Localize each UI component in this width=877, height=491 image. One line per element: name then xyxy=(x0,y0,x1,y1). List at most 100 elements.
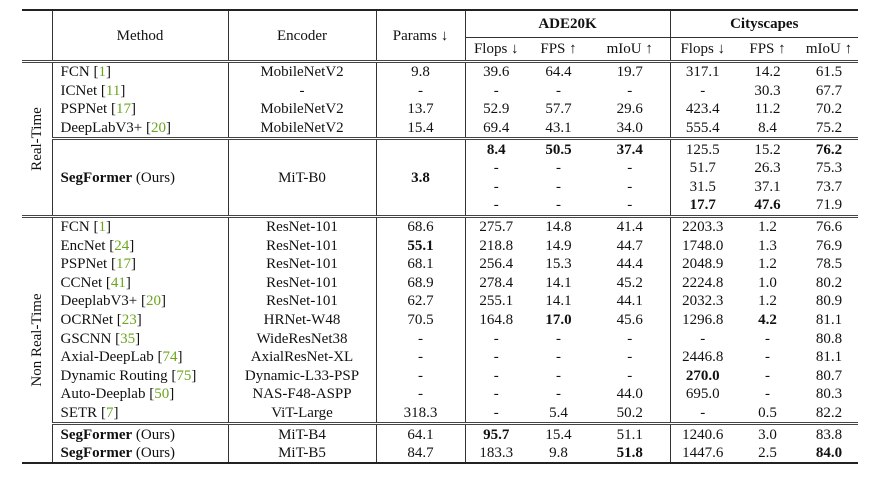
cell-value: 278.4 xyxy=(464,273,527,293)
table-row: ICNet [11] - - - - - -30.3 67.7 xyxy=(22,81,858,101)
cell-value: 80.8 xyxy=(815,330,843,347)
cell-value: 15.2 xyxy=(754,141,781,158)
group-label: Real-Time xyxy=(22,62,52,217)
method-name: DeeplabV3+ [20] xyxy=(51,292,228,311)
citation-link[interactable]: 11 xyxy=(105,82,121,99)
cell-value: 83.8 xyxy=(815,426,843,443)
header-city-miou: mIoU ↑ xyxy=(800,37,859,62)
citation-link[interactable]: 1 xyxy=(98,64,106,81)
params: 15.4 xyxy=(375,118,465,139)
cell-value: - xyxy=(464,385,527,404)
params: 62.7 xyxy=(375,292,465,311)
cell-value: 275.7 xyxy=(464,216,527,237)
table-row-ours: SegFormer (Ours) MiT-B5 84.7 183.3 9.8 51.8 14… xyxy=(22,443,858,464)
cell-value: 75.3 xyxy=(815,160,843,177)
method-label: DeepLabV3+ xyxy=(60,120,143,137)
cell-value: - xyxy=(464,158,527,178)
cell-value: 1447.6 xyxy=(669,443,735,464)
method-label: SegFormer xyxy=(60,169,133,186)
cell-value: 44.7 xyxy=(616,237,643,254)
method-label: SETR xyxy=(60,404,98,421)
citation-link[interactable]: 24 xyxy=(114,237,130,254)
cell-value: - xyxy=(464,196,527,217)
citation-link[interactable]: 7 xyxy=(105,404,114,421)
method-name: SegFormer (Ours) xyxy=(51,423,228,444)
params: - xyxy=(375,329,465,348)
header-city-fps: FPS ↑ xyxy=(735,37,800,62)
header-encoder: Encoder xyxy=(227,10,376,62)
method-name: SegFormer (Ours) xyxy=(51,138,228,217)
cell-value: 45.6 xyxy=(616,312,643,329)
group-label-text: Real-Time xyxy=(28,107,45,171)
cell-value: 70.2 xyxy=(815,101,843,118)
method-label: Auto-Deeplab xyxy=(60,386,146,403)
cell-value: 50.2 xyxy=(616,404,643,421)
cell-value: 2203.3 xyxy=(669,216,735,237)
cell-value: 14.9 xyxy=(545,237,572,254)
cell-value: 45.2 xyxy=(616,274,643,291)
cell-value: 51.8 xyxy=(616,445,643,462)
table-row: Non Real-Time FCN [1] ResNet-101 68.6 275.7 1… xyxy=(22,216,859,387)
cell-value: 11.2 xyxy=(754,101,781,118)
method-name: PSPNet [17] xyxy=(51,100,228,119)
encoder: ResNet-101 xyxy=(227,273,376,293)
citation-link[interactable]: 41 xyxy=(110,274,126,291)
citation-link[interactable]: 23 xyxy=(121,312,137,329)
table-row-ours: SegFormer (Ours) MiT-B4 64.1 95.7 15.4 51.1 12… xyxy=(22,423,859,444)
encoder: NAS-F48-ASPP xyxy=(227,385,376,404)
cell-value: 423.4 xyxy=(669,100,735,119)
params: 70.5 xyxy=(375,310,465,330)
method-label: GSCNN xyxy=(60,330,112,347)
cell-value: 57.7 xyxy=(545,101,572,118)
cell-value: 218.8 xyxy=(464,236,527,255)
citation-link[interactable]: 20 xyxy=(146,293,162,310)
cell-value: - xyxy=(556,160,561,177)
cell-value: 1.3 xyxy=(758,237,777,254)
method-label: DeeplabV3+ xyxy=(60,293,138,310)
cell-value: 30.3 xyxy=(754,82,781,99)
params: 55.1 xyxy=(375,236,465,255)
cell-value: 37.4 xyxy=(616,141,643,158)
encoder: MiT-B0 xyxy=(227,138,376,217)
table-row: GSCNN [35] WideResNet38- - - - - -80.8 xyxy=(22,329,858,348)
header-method: Method xyxy=(51,10,228,62)
citation-link[interactable]: 17 xyxy=(115,101,131,118)
table-row: EncNet [24] ResNet-101 55.1 218.8 14.9 44.7 17… xyxy=(22,236,858,255)
cell-value: - xyxy=(669,81,735,101)
cell-value: 29.6 xyxy=(616,101,643,118)
method-name: EncNet [24] xyxy=(51,236,228,255)
method-label: SegFormer xyxy=(60,426,133,443)
encoder: ResNet-101 xyxy=(227,236,376,255)
method-name: ICNet [11] xyxy=(51,81,228,101)
method-label: Dynamic Routing xyxy=(60,367,168,384)
cell-value: 1.2 xyxy=(758,256,777,273)
citation-link[interactable]: 35 xyxy=(120,330,136,347)
cell-value: 1240.6 xyxy=(669,423,735,444)
method-label: EncNet xyxy=(60,237,106,254)
citation-link[interactable]: 74 xyxy=(162,349,178,366)
citation-link[interactable]: 1 xyxy=(98,219,106,236)
cell-value: - xyxy=(556,178,561,195)
header-params: Params ↓ xyxy=(375,10,465,62)
table-row: Dynamic Routing [75] Dynamic-L33-PSP - - - -2… xyxy=(22,366,858,386)
params: 9.8 xyxy=(375,61,465,82)
cell-value: 255.1 xyxy=(464,292,527,311)
method-name: PSPNet [17] xyxy=(51,254,228,274)
cell-value: 80.3 xyxy=(815,386,843,403)
cell-value: 2032.3 xyxy=(669,292,735,311)
cell-value: 80.2 xyxy=(815,274,843,291)
method-name: OCRNet [23] xyxy=(51,310,228,330)
header-cityscapes: Cityscapes xyxy=(669,10,859,38)
header-ade20k: ADE20K xyxy=(464,10,670,38)
params: 3.8 xyxy=(375,138,465,217)
cell-value: - xyxy=(556,197,561,214)
citation-link[interactable]: 75 xyxy=(176,367,192,384)
citation-link[interactable]: 50 xyxy=(154,386,170,403)
citation-link[interactable]: 17 xyxy=(115,256,131,273)
cell-value: 73.7 xyxy=(815,178,843,195)
cell-value: 15.4 xyxy=(545,426,572,443)
citation-link[interactable]: 20 xyxy=(151,120,167,137)
encoder: MiT-B5 xyxy=(227,443,376,464)
method-name: CCNet [41] xyxy=(51,273,228,293)
table-row: Auto-Deeplab [50] NAS-F48-ASPP - - -44.0 695.… xyxy=(22,385,858,404)
